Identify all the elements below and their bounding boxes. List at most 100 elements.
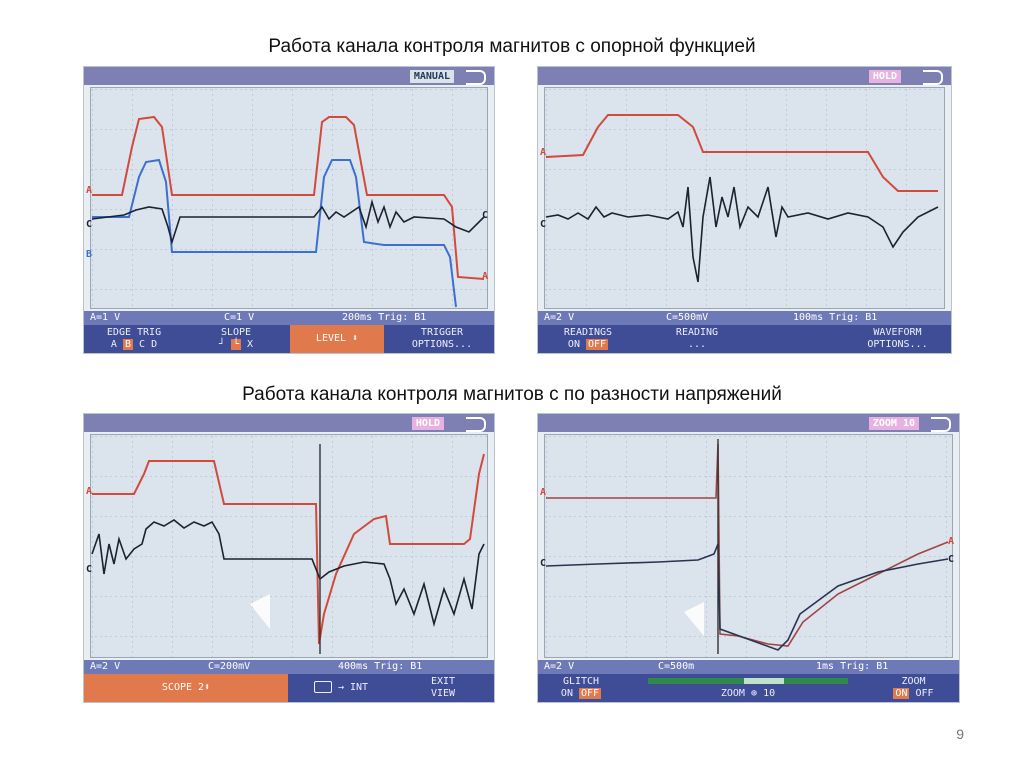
trace-a: [92, 453, 485, 645]
glitch-off[interactable]: OFF: [579, 688, 602, 699]
marker-c: C: [540, 219, 547, 230]
slope-title: SLOPE: [220, 327, 252, 338]
scope-top-bar: ZOOM 10: [538, 414, 959, 432]
marker-a: A: [86, 486, 93, 497]
softkey-bar: GLITCH ON OFF ZOOM ⊕ 10 ZOOM ON OFF: [538, 674, 959, 702]
trace-b: [92, 158, 457, 308]
slope-rise[interactable]: ┘: [218, 339, 225, 350]
waveform-plot: [545, 88, 944, 308]
power-plug-icon: [923, 70, 943, 85]
power-plug-icon: [466, 417, 486, 432]
waveform-plot: [91, 88, 487, 308]
channel-c-scale: C=1 V: [224, 312, 255, 323]
heading-reference-function: Работа канала контроля магнитов с опорно…: [268, 36, 756, 57]
mode-badge: MANUAL: [409, 70, 454, 83]
slope-either[interactable]: X: [247, 339, 254, 350]
marker-c: C: [86, 219, 93, 230]
edge-trig-softkey[interactable]: EDGE TRIG A B C D: [84, 325, 184, 353]
timebase-trigger: 1ms Trig: B1: [816, 661, 889, 672]
edge-opt-a[interactable]: A: [110, 339, 117, 350]
trace-a: [92, 115, 485, 280]
edge-opt-d[interactable]: D: [151, 339, 158, 350]
channel-a-scale: A=2 V: [544, 661, 575, 672]
trace-a: [545, 114, 938, 192]
marker-a: A: [540, 487, 547, 498]
reading-title: READING: [675, 327, 719, 338]
mode-badge: HOLD: [868, 70, 901, 83]
channel-a-scale: A=1 V: [90, 312, 121, 323]
mode-badge: ZOOM 10: [868, 417, 919, 430]
scope-screenshot-zoom: ZOOM 10 A C A C A=2 V C=500m 1ms Trig: B…: [537, 413, 960, 703]
waveform-plot: [545, 435, 952, 657]
edge-opt-c[interactable]: C: [139, 339, 146, 350]
waveform-options-softkey[interactable]: WAVEFORM OPTIONS...: [844, 325, 951, 353]
marker-a-right: A: [948, 536, 955, 547]
cursor-triangle: [250, 594, 270, 629]
channel-a-scale: A=2 V: [90, 661, 121, 672]
zoom-toggle-softkey[interactable]: ZOOM ON OFF: [868, 674, 959, 702]
channel-a-scale: A=2 V: [544, 312, 575, 323]
waveform-line2: OPTIONS...: [867, 339, 928, 350]
zoom-magnifier-icon: ⊕: [751, 688, 758, 699]
slope-softkey[interactable]: SLOPE ┘ └ X: [188, 325, 284, 353]
reading-sub: ...: [687, 339, 707, 350]
waveform-line1: WAVEFORM: [873, 327, 922, 338]
marker-b: B: [86, 249, 93, 260]
slope-fall[interactable]: └: [230, 339, 242, 350]
scope-top-bar: MANUAL: [84, 67, 494, 85]
channel-c-scale: C=200mV: [208, 661, 251, 672]
trace-c: [545, 176, 939, 283]
zoom-position-bar: [648, 678, 848, 684]
marker-c-right: C: [948, 554, 955, 565]
scope-screenshot-hold-scope: HOLD A C A=2 V C=200mV 400ms Trig: B1 SC…: [83, 413, 495, 703]
channel-c-scale: C=500m: [658, 661, 695, 672]
trace-c: [91, 519, 485, 628]
scope-screenshot-hold-readings: HOLD A C A=2 V C=500mV 100ms Trig: B1 RE…: [537, 66, 952, 354]
heading-voltage-difference: Работа канала контроля магнитов с по раз…: [242, 384, 782, 405]
glitch-softkey[interactable]: GLITCH ON OFF: [538, 674, 624, 702]
channel-c-scale: C=500mV: [666, 312, 709, 323]
readings-on[interactable]: ON: [567, 339, 580, 350]
timebase-trigger: 400ms Trig: B1: [338, 661, 423, 672]
edge-opt-b[interactable]: B: [122, 339, 133, 350]
zoom-off[interactable]: OFF: [915, 688, 934, 699]
status-bar: A=2 V C=200mV 400ms Trig: B1: [84, 660, 494, 674]
level-softkey[interactable]: LEVEL ⬍: [290, 325, 384, 353]
camera-icon: [313, 681, 332, 693]
cursor-triangle: [684, 602, 704, 636]
scope-top-bar: HOLD: [84, 414, 494, 432]
reading-softkey[interactable]: READING ...: [642, 325, 752, 353]
trigger-options-line1: TRIGGER: [420, 327, 464, 338]
readings-off[interactable]: OFF: [586, 339, 609, 350]
softkey-bar: READINGS ON OFF READING ... WAVEFORM OPT…: [538, 325, 951, 353]
softkey-bar: SCOPE 2⬍ → INT EXIT VIEW: [84, 674, 494, 702]
save-to-internal-softkey[interactable]: → INT: [294, 674, 388, 702]
marker-a-right: A: [482, 271, 489, 282]
scope-top-bar: HOLD: [538, 67, 951, 85]
readings-softkey[interactable]: READINGS ON OFF: [538, 325, 638, 353]
marker-a: A: [540, 147, 547, 158]
mode-badge: HOLD: [411, 417, 444, 430]
save-target-label: → INT: [337, 682, 369, 693]
exit-line1: EXIT: [430, 676, 456, 687]
edge-trig-title: EDGE TRIG: [106, 327, 162, 338]
waveform-plot: [91, 435, 487, 657]
trigger-options-softkey[interactable]: TRIGGER OPTIONS...: [390, 325, 494, 353]
power-plug-icon: [931, 417, 951, 432]
glitch-on[interactable]: ON: [560, 688, 573, 699]
trace-c: [545, 543, 949, 651]
zoom-value: 10: [763, 688, 776, 699]
marker-c-right: C: [482, 210, 489, 221]
marker-c: C: [540, 558, 547, 569]
status-bar: A=2 V C=500mV 100ms Trig: B1: [538, 311, 951, 325]
zoom-level-softkey[interactable]: ZOOM ⊕ 10: [638, 674, 858, 702]
status-bar: A=1 V C=1 V 200ms Trig: B1: [84, 311, 494, 325]
scope-screenshot-manual: MANUAL A C B C A A=1 V C=1 V 200ms Trig:…: [83, 66, 495, 354]
zoom-on[interactable]: ON: [893, 688, 910, 699]
exit-view-softkey[interactable]: EXIT VIEW: [392, 674, 494, 702]
trace-c: [91, 198, 485, 245]
scope-softkey[interactable]: SCOPE 2⬍: [84, 674, 288, 702]
timebase-trigger: 100ms Trig: B1: [793, 312, 878, 323]
marker-c: C: [86, 564, 93, 575]
zoom-toggle-title: ZOOM: [901, 676, 926, 687]
